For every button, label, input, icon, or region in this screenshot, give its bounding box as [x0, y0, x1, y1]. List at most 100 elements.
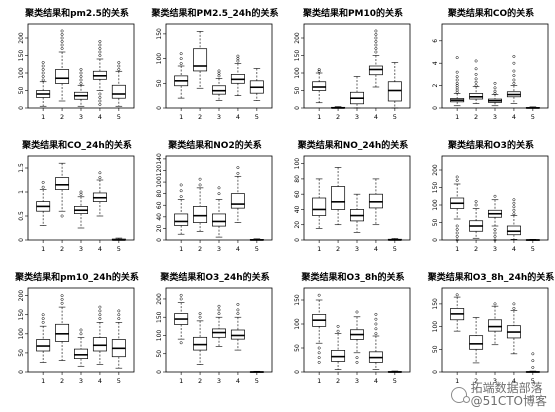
x-tick-label: 4 — [236, 113, 240, 121]
outlier-point — [41, 75, 45, 78]
outlier-point — [474, 67, 478, 71]
outlier-point — [98, 305, 102, 309]
outlier-point — [493, 81, 497, 85]
outlier-point — [236, 54, 240, 58]
x-tick-label: 5 — [117, 113, 121, 121]
box — [111, 84, 126, 99]
outlier-point — [236, 59, 240, 63]
outlier-point — [98, 99, 102, 103]
outlier-point — [79, 328, 83, 332]
outlier-point — [236, 171, 240, 175]
x-tick-label: 5 — [117, 377, 121, 385]
box — [193, 336, 208, 351]
outlier-point — [79, 75, 83, 78]
x-tick-label: 3 — [493, 245, 497, 253]
x-tick-label: 2 — [60, 245, 64, 253]
y-tick-label: 6 — [432, 39, 439, 43]
outlier-point — [455, 224, 459, 228]
y-tick-label: 150 — [432, 182, 439, 194]
outlier-point — [455, 238, 459, 242]
x-tick-label: 5 — [393, 113, 397, 121]
box — [193, 206, 208, 223]
chart-title: 聚类结果和O3_8h的关系 — [300, 271, 404, 283]
outlier-point — [493, 302, 497, 306]
y-tick-label: 50 — [18, 349, 25, 357]
x-tick-label: 5 — [255, 245, 259, 253]
outlier-point — [179, 57, 183, 61]
y-tick-label: 1 — [18, 190, 25, 194]
box — [387, 81, 402, 102]
box — [212, 213, 226, 227]
outlier-point — [117, 68, 121, 71]
y-tick-label: 0 — [432, 106, 439, 110]
outlier-point — [374, 29, 378, 33]
y-tick-label: 0 — [294, 238, 301, 242]
x-tick-label: 2 — [60, 377, 64, 385]
outlier-point — [512, 201, 516, 205]
chart-panel: 聚类结果和O3_8h的关系 0 50 100 150 1 2 3 4 5 — [294, 271, 411, 385]
y-tick-label: 0 — [18, 370, 25, 374]
outlier-point — [512, 74, 516, 77]
wechat-icon — [450, 387, 470, 403]
x-tick-label: 2 — [60, 113, 64, 121]
y-tick-label: 200 — [432, 164, 439, 176]
y-tick-label: 50 — [432, 219, 439, 227]
x-tick-label: 1 — [179, 377, 183, 385]
y-tick-label: 60 — [294, 190, 301, 198]
y-tick-label: 100 — [432, 199, 439, 211]
outlier-point — [236, 166, 240, 170]
x-tick-label: 2 — [336, 377, 340, 385]
outlier-point — [79, 68, 83, 71]
outlier-point — [79, 190, 83, 194]
outlier-point — [374, 43, 378, 47]
outlier-point — [98, 309, 102, 313]
chart-panel: 聚类结果和PM2.5_24h的关系 0 50 100 150 1 2 3 4 5 — [151, 7, 279, 121]
outlier-point — [512, 198, 516, 202]
outlier-point — [179, 195, 183, 199]
outlier-point — [474, 84, 478, 88]
outlier-point — [512, 302, 516, 306]
chart-panel: 聚类结果和NO_24h的关系 0 20 40 60 80 100 1 2 3 4 5 — [294, 139, 411, 253]
outlier-point — [98, 54, 102, 57]
outlier-point — [512, 78, 516, 82]
outlier-point — [455, 75, 459, 79]
chart-title: 聚类结果和pm10_24h的关系 — [14, 271, 139, 283]
x-tick-label: 4 — [374, 377, 378, 385]
outlier-point — [98, 103, 102, 106]
y-tick-label: 0 — [294, 370, 301, 374]
chart-panel: 聚类结果和O3的关系 0 50 100 150 200 1 2 3 4 5 — [432, 139, 549, 253]
x-tick-label: 4 — [374, 113, 378, 121]
outlier-point — [117, 317, 121, 320]
chart-panel: 聚类结果和pm2.5的关系 0 50 100 150 200 1 2 3 4 5 — [18, 7, 135, 121]
outlier-point — [317, 356, 321, 360]
outlier-point — [60, 301, 64, 305]
outlier-point — [455, 231, 459, 235]
outlier-point — [41, 313, 45, 317]
outlier-point — [98, 40, 102, 43]
outlier-point — [493, 231, 497, 235]
outlier-point — [493, 89, 497, 93]
y-tick-label: 20 — [294, 221, 301, 229]
outlier-point — [493, 86, 497, 90]
y-tick-label: 0 — [294, 106, 301, 110]
chart-title: 聚类结果和O3_24h的关系 — [159, 271, 269, 283]
y-tick-label: 100 — [18, 67, 25, 79]
x-tick-label: 1 — [179, 113, 183, 121]
y-tick-label: 150 — [18, 309, 25, 321]
chart-panel: 聚类结果和CO的关系 0 2 4 6 1 2 3 4 5 — [432, 7, 549, 121]
outlier-point — [198, 315, 202, 319]
y-tick-label: 50 — [156, 350, 163, 358]
y-tick-label: 150 — [294, 294, 301, 306]
outlier-point — [60, 40, 64, 43]
outlier-point — [179, 52, 183, 56]
box — [193, 48, 208, 72]
outlier-point — [355, 356, 359, 360]
x-tick-label: 3 — [217, 377, 221, 385]
x-tick-label: 1 — [41, 245, 45, 253]
outlier-point — [493, 235, 497, 238]
y-tick-label: 50 — [294, 87, 301, 95]
y-tick-label: 50 — [432, 345, 439, 353]
box — [92, 337, 107, 352]
chart-title: 聚类结果和PM2.5_24h的关系 — [151, 7, 279, 19]
x-tick-label: 3 — [493, 377, 497, 385]
